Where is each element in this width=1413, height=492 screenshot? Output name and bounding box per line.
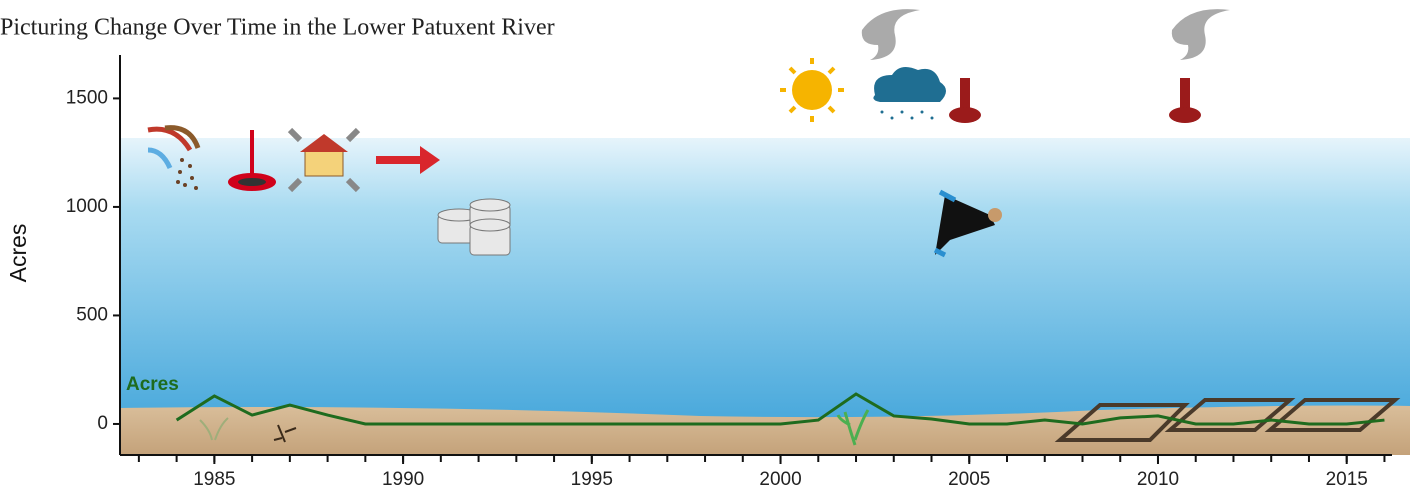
y-tick-label: 500 — [76, 304, 108, 325]
chart-title: Picturing Change Over Time in the Lower … — [0, 15, 555, 41]
x-tick-label: 2010 — [1137, 469, 1179, 490]
y-tick-label: 0 — [97, 413, 108, 434]
y-tick-label: 1000 — [66, 196, 108, 217]
x-tick-label: 2005 — [948, 469, 990, 490]
x-tick-label: 1990 — [382, 469, 424, 490]
water — [120, 138, 1410, 418]
chart: Picturing Change Over Time in the Lower … — [0, 0, 1413, 492]
x-tick-label: 2000 — [759, 469, 801, 490]
y-axis-label: Acres — [5, 224, 31, 283]
x-tick-label: 2015 — [1326, 469, 1368, 490]
x-tick-label: 1985 — [193, 469, 235, 490]
x-tick-label: 1995 — [571, 469, 613, 490]
y-tick-label: 1500 — [66, 87, 108, 108]
series-label: Acres — [126, 374, 179, 395]
